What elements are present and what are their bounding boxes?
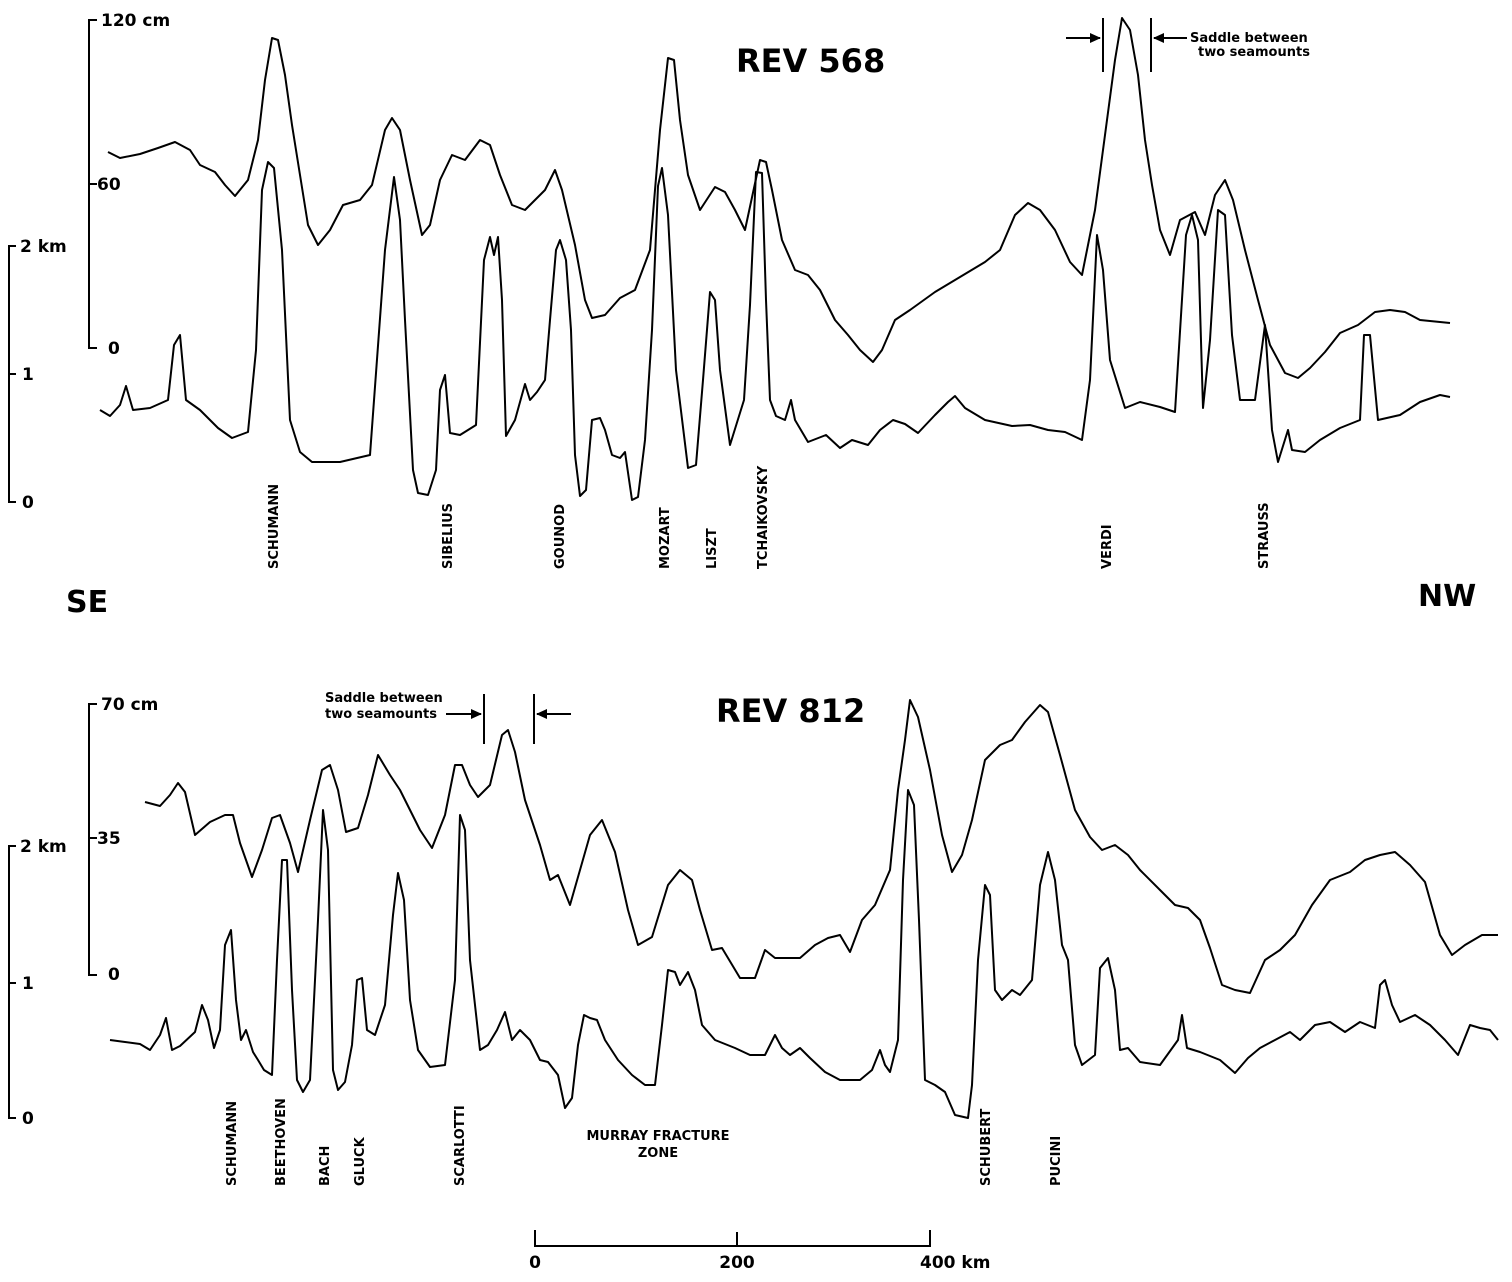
altimeter-axis-2 bbox=[88, 703, 97, 976]
altimeter-axis-1 bbox=[88, 19, 97, 349]
seamount-label-schumann-2: SCHUMANN bbox=[225, 1101, 240, 1186]
seamount-label-verdi: VERDI bbox=[1100, 524, 1115, 569]
panel-rev-812: 70 cm 35 0 2 km 1 0 REV 812 Saddle betwe… bbox=[8, 691, 1499, 1186]
depth-tick-zero-1: 0 bbox=[22, 493, 34, 513]
scale-tick-0: 0 bbox=[529, 1253, 541, 1273]
seamount-label-liszt: LISZT bbox=[705, 528, 720, 569]
scale-tick-400-km: 400 km bbox=[920, 1253, 990, 1273]
seamount-label-gounod: GOUNOD bbox=[553, 504, 568, 569]
fracture-zone-label-line2: ZONE bbox=[638, 1146, 678, 1161]
saddle-note-line2-1: two seamounts bbox=[1198, 45, 1310, 60]
seamount-label-schumann: SCHUMANN bbox=[267, 484, 282, 569]
panel-title-rev-812: REV 812 bbox=[716, 692, 865, 730]
altimeter-tick-mid-1: 60 bbox=[97, 175, 121, 195]
panel-title-rev-568: REV 568 bbox=[736, 42, 885, 80]
seamount-label-sibelius: SIBELIUS bbox=[441, 503, 456, 569]
saddle-annotation-1: Saddle between two seamounts bbox=[1066, 18, 1310, 72]
depth-tick-mid-1: 1 bbox=[22, 365, 34, 385]
scale-tick-200: 200 bbox=[719, 1253, 755, 1273]
saddle-note-line2-2: two seamounts bbox=[325, 707, 437, 722]
sea-surface-profile-2 bbox=[144, 699, 1498, 994]
altimeter-tick-zero-1: 0 bbox=[108, 339, 120, 359]
depth-tick-top-2: 2 km bbox=[20, 837, 67, 857]
seamount-label-mozart: MOZART bbox=[658, 507, 673, 569]
altimeter-tick-mid-2: 35 bbox=[97, 829, 121, 849]
seamount-label-beethoven: BEETHOVEN bbox=[274, 1098, 289, 1186]
seamount-label-bach: BACH bbox=[318, 1146, 333, 1186]
saddle-annotation-2: Saddle between two seamounts bbox=[325, 691, 571, 744]
depth-tick-zero-2: 0 bbox=[22, 1109, 34, 1129]
depth-tick-mid-2: 1 bbox=[22, 974, 34, 994]
depth-axis-1 bbox=[8, 245, 16, 503]
depth-tick-top-1: 2 km bbox=[20, 237, 67, 257]
depth-axis-2 bbox=[8, 845, 16, 1119]
seamount-label-pucini: PUCINI bbox=[1049, 1136, 1064, 1186]
seamount-label-schubert: SCHUBERT bbox=[979, 1108, 994, 1186]
altimeter-tick-top-1: 120 cm bbox=[101, 11, 170, 31]
seamount-label-gluck: GLUCK bbox=[353, 1136, 368, 1186]
saddle-note-line1-1: Saddle between bbox=[1190, 31, 1308, 46]
sea-surface-profile-1 bbox=[107, 17, 1451, 379]
altimeter-tick-zero-2: 0 bbox=[108, 965, 120, 985]
seamount-label-tchaikovsky: TCHAIKOVSKY bbox=[756, 465, 771, 569]
direction-nw: NW bbox=[1418, 579, 1476, 614]
altimeter-tick-top-2: 70 cm bbox=[101, 695, 158, 715]
panel-rev-568: 120 cm 60 0 2 km 1 0 REV 568 Saddle betw… bbox=[8, 11, 1451, 569]
saddle-note-line1-2: Saddle between bbox=[325, 691, 443, 706]
scale-bar: 0 200 400 km bbox=[529, 1230, 990, 1273]
ocean-floor-profile-2 bbox=[109, 789, 1499, 1119]
direction-se: SE bbox=[66, 585, 108, 620]
ocean-floor-profile-1 bbox=[99, 161, 1451, 501]
seamount-label-strauss: STRAUSS bbox=[1257, 502, 1272, 569]
fracture-zone-label-line1: MURRAY FRACTURE bbox=[586, 1129, 729, 1144]
seamount-label-scarlotti: SCARLOTTI bbox=[453, 1105, 468, 1186]
